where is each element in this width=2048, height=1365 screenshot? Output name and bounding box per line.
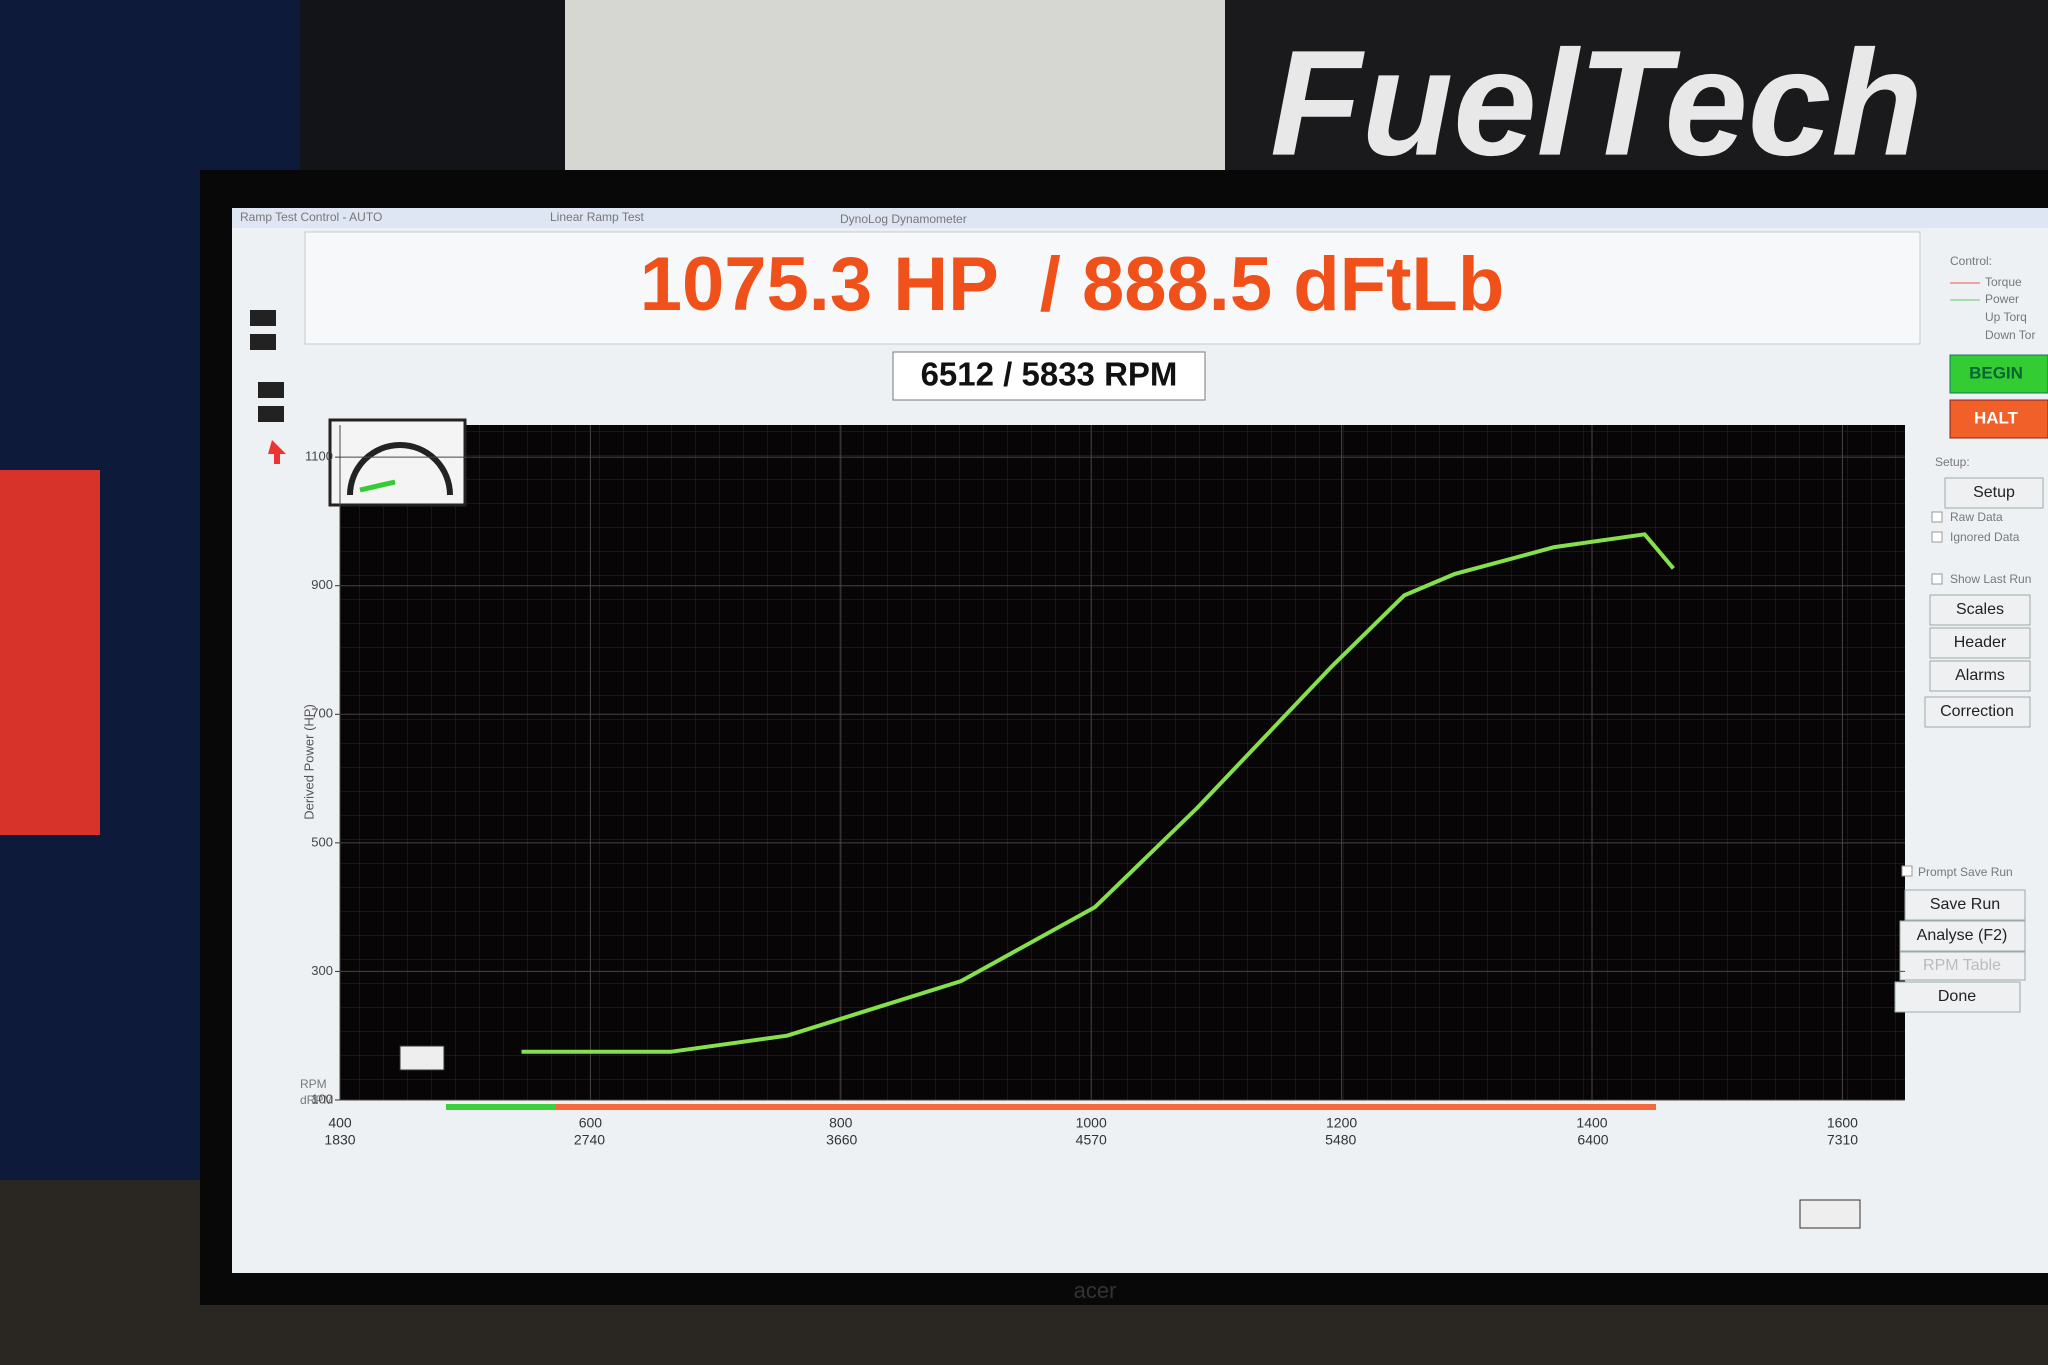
window-title: DynoLog Dynamometer xyxy=(840,212,967,226)
y-tick-label: 900 xyxy=(311,577,333,592)
rpm-box xyxy=(892,351,1206,401)
progress-rest xyxy=(556,1104,1656,1110)
legend-label: Torque xyxy=(1985,275,2022,289)
y-tick-label: 100 xyxy=(311,1091,333,1106)
progress-done xyxy=(446,1104,556,1110)
checkbox[interactable] xyxy=(1931,511,1943,523)
rpm-table-button[interactable] xyxy=(1899,951,2026,981)
x2-axis-label: dRPM xyxy=(300,1093,333,1107)
scales-button[interactable] xyxy=(1929,594,2031,626)
window-title: Linear Ramp Test xyxy=(550,210,644,224)
red-sign xyxy=(0,470,100,835)
panel-heading: Control: xyxy=(1950,254,1992,268)
checkbox[interactable] xyxy=(1901,865,1913,877)
title-bar xyxy=(232,208,2048,228)
correction-button[interactable] xyxy=(1924,696,2031,728)
x-tick-label: 1400 xyxy=(1576,1115,1607,1131)
halt-button[interactable] xyxy=(1949,399,2048,439)
y-tick-label: 700 xyxy=(311,706,333,721)
x-axis-label: RPM xyxy=(300,1077,327,1091)
checkbox-label: Prompt Save Run xyxy=(1918,865,2013,879)
x2-tick-label: 4570 xyxy=(1076,1132,1107,1148)
scroll-right[interactable] xyxy=(1799,1199,1861,1229)
y-axis-label: Derived Power (HP) xyxy=(301,704,316,820)
x-tick-label: 1000 xyxy=(1076,1115,1107,1131)
x-tick-label: 800 xyxy=(829,1115,853,1131)
button-label: Scales xyxy=(1956,601,2004,618)
panel-heading: Setup: xyxy=(1935,455,1970,469)
begin-button[interactable] xyxy=(1949,354,2048,394)
checkbox-label: Show Last Run xyxy=(1950,572,2031,586)
legend-label: Power xyxy=(1985,292,2019,306)
button-label: Alarms xyxy=(1955,667,2005,684)
halt-label: HALT xyxy=(1974,408,2019,427)
alarms-button[interactable] xyxy=(1929,660,2031,692)
button-label: Analyse (F2) xyxy=(1917,927,2008,944)
wall xyxy=(565,0,1225,175)
readout-box xyxy=(304,231,1921,345)
button-label: Setup xyxy=(1973,484,2015,501)
analyse-button[interactable] xyxy=(1899,920,2026,952)
x2-tick-label: 1830 xyxy=(324,1132,355,1148)
setup-button[interactable] xyxy=(1944,477,2044,509)
x2-tick-label: 3660 xyxy=(826,1132,857,1148)
button-label: RPM Table xyxy=(1923,957,2001,974)
rpm-readout: 6512 / 5833 RPM xyxy=(921,356,1178,393)
x2-tick-label: 2740 xyxy=(574,1132,605,1148)
x2-tick-label: 5480 xyxy=(1325,1132,1356,1148)
window-title: Ramp Test Control - AUTO xyxy=(240,210,382,224)
button-label: Done xyxy=(1938,988,1976,1005)
legend-label: Up Torq xyxy=(1985,310,2027,324)
minor-grid xyxy=(340,425,1905,1100)
checkbox-label: Ignored Data xyxy=(1950,530,2020,544)
x2-tick-label: 6400 xyxy=(1577,1132,1608,1148)
begin-label: BEGIN xyxy=(1969,363,2023,382)
button-label: Header xyxy=(1954,634,2007,651)
power-curve xyxy=(521,532,1675,1054)
gauge-needle xyxy=(359,479,396,493)
x2-tick-label: 7310 xyxy=(1827,1132,1858,1148)
y-tick-label: 500 xyxy=(311,834,333,849)
power-readout: 1075.3 HP / 888.5 dFtLb xyxy=(640,242,1505,327)
legend-label: Down Tor xyxy=(1985,328,2035,342)
logo: FuelTech xyxy=(1270,19,1923,187)
header-button[interactable] xyxy=(1929,627,2031,659)
checkbox-label: Raw Data xyxy=(1950,510,2003,524)
x-tick-label: 1200 xyxy=(1326,1115,1357,1131)
y-tick-label: 300 xyxy=(311,963,333,978)
button-label: Save Run xyxy=(1930,896,2000,913)
monitor-brand: acer xyxy=(1074,1278,1117,1303)
x-tick-label: 400 xyxy=(328,1115,352,1131)
x-tick-label: 600 xyxy=(579,1115,603,1131)
toolbar xyxy=(250,310,286,464)
banner xyxy=(1225,0,2048,175)
done-button[interactable] xyxy=(1894,981,2021,1013)
gauge-arc xyxy=(347,442,453,496)
save-button[interactable] xyxy=(1904,889,2026,921)
scroll-left[interactable] xyxy=(399,1045,445,1071)
checkbox[interactable] xyxy=(1931,531,1943,543)
y-tick-label: 1100 xyxy=(305,449,333,464)
x-tick-label: 1600 xyxy=(1827,1115,1858,1131)
checkbox[interactable] xyxy=(1931,573,1943,585)
button-label: Correction xyxy=(1940,703,2014,720)
